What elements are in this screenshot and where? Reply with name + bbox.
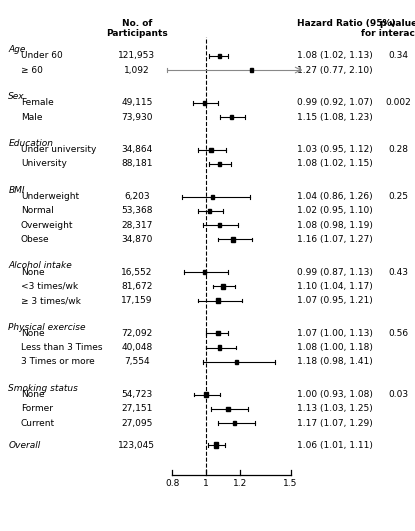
Text: None: None bbox=[21, 329, 44, 338]
Text: Less than 3 Times: Less than 3 Times bbox=[21, 343, 102, 352]
Text: 53,368: 53,368 bbox=[121, 207, 153, 216]
Text: 0.56: 0.56 bbox=[388, 329, 408, 338]
Text: 40,048: 40,048 bbox=[121, 343, 153, 352]
Text: 1.13 (1.03, 1.25): 1.13 (1.03, 1.25) bbox=[297, 404, 373, 413]
Text: 123,045: 123,045 bbox=[118, 441, 156, 450]
Text: 1.07 (1.00, 1.13): 1.07 (1.00, 1.13) bbox=[297, 329, 373, 338]
Text: 16,552: 16,552 bbox=[121, 268, 153, 277]
Text: <3 times/wk: <3 times/wk bbox=[21, 282, 78, 291]
Text: 1.16 (1.07, 1.27): 1.16 (1.07, 1.27) bbox=[297, 235, 373, 244]
Text: Physical exercise: Physical exercise bbox=[8, 323, 86, 332]
Text: 72,092: 72,092 bbox=[121, 329, 153, 338]
Text: 1.08 (1.00, 1.18): 1.08 (1.00, 1.18) bbox=[297, 343, 373, 352]
Text: Former: Former bbox=[21, 404, 53, 413]
Text: 1.04 (0.86, 1.26): 1.04 (0.86, 1.26) bbox=[297, 192, 372, 201]
Text: BMI: BMI bbox=[8, 186, 25, 195]
Text: 1,092: 1,092 bbox=[124, 65, 150, 74]
Text: Sex: Sex bbox=[8, 92, 25, 101]
Text: 27,095: 27,095 bbox=[121, 418, 153, 427]
Text: 0.8: 0.8 bbox=[165, 479, 179, 489]
Text: 1: 1 bbox=[203, 479, 209, 489]
Text: 28,317: 28,317 bbox=[121, 221, 153, 230]
Text: Current: Current bbox=[21, 418, 55, 427]
Text: Male: Male bbox=[21, 113, 42, 122]
Text: 1.18 (0.98, 1.41): 1.18 (0.98, 1.41) bbox=[297, 357, 373, 366]
Text: Under university: Under university bbox=[21, 145, 96, 154]
Text: 0.002: 0.002 bbox=[386, 98, 411, 107]
Text: 88,181: 88,181 bbox=[121, 159, 153, 168]
Text: 0.25: 0.25 bbox=[388, 192, 408, 201]
Text: 1.02 (0.95, 1.10): 1.02 (0.95, 1.10) bbox=[297, 207, 373, 216]
Text: 1.27 (0.77, 2.10): 1.27 (0.77, 2.10) bbox=[297, 65, 372, 74]
Text: 1.03 (0.95, 1.12): 1.03 (0.95, 1.12) bbox=[297, 145, 373, 154]
Text: 1.2: 1.2 bbox=[233, 479, 247, 489]
Text: No. of
Participants: No. of Participants bbox=[106, 19, 168, 38]
Text: 121,953: 121,953 bbox=[118, 52, 156, 61]
Text: 1.15 (1.08, 1.23): 1.15 (1.08, 1.23) bbox=[297, 113, 373, 122]
Text: 0.99 (0.87, 1.13): 0.99 (0.87, 1.13) bbox=[297, 268, 373, 277]
Text: Smoking status: Smoking status bbox=[8, 384, 78, 393]
Text: 1.00 (0.93, 1.08): 1.00 (0.93, 1.08) bbox=[297, 390, 373, 399]
Text: Normal: Normal bbox=[21, 207, 54, 216]
Text: 1.08 (0.98, 1.19): 1.08 (0.98, 1.19) bbox=[297, 221, 373, 230]
Text: 0.03: 0.03 bbox=[388, 390, 408, 399]
Text: 3 Times or more: 3 Times or more bbox=[21, 357, 95, 366]
Text: 1.17 (1.07, 1.29): 1.17 (1.07, 1.29) bbox=[297, 418, 373, 427]
Text: 1.10 (1.04, 1.17): 1.10 (1.04, 1.17) bbox=[297, 282, 373, 291]
Text: 0.43: 0.43 bbox=[388, 268, 408, 277]
Text: 17,159: 17,159 bbox=[121, 296, 153, 305]
Text: Alcohol intake: Alcohol intake bbox=[8, 261, 72, 270]
Text: Education: Education bbox=[8, 139, 53, 148]
Text: 1.5: 1.5 bbox=[283, 479, 298, 489]
Text: 0.34: 0.34 bbox=[388, 52, 408, 61]
Text: Overweight: Overweight bbox=[21, 221, 73, 230]
Text: ≥ 60: ≥ 60 bbox=[21, 65, 43, 74]
Text: 34,864: 34,864 bbox=[121, 145, 153, 154]
Text: Under 60: Under 60 bbox=[21, 52, 63, 61]
Text: 1.08 (1.02, 1.13): 1.08 (1.02, 1.13) bbox=[297, 52, 373, 61]
Text: 73,930: 73,930 bbox=[121, 113, 153, 122]
Text: 0.99 (0.92, 1.07): 0.99 (0.92, 1.07) bbox=[297, 98, 373, 107]
Text: 6,203: 6,203 bbox=[124, 192, 150, 201]
Text: 27,151: 27,151 bbox=[121, 404, 153, 413]
Text: 49,115: 49,115 bbox=[121, 98, 153, 107]
Text: 34,870: 34,870 bbox=[121, 235, 153, 244]
Text: 0.28: 0.28 bbox=[388, 145, 408, 154]
Text: None: None bbox=[21, 390, 44, 399]
Text: Hazard Ratio (95%): Hazard Ratio (95%) bbox=[297, 19, 395, 28]
Text: 81,672: 81,672 bbox=[121, 282, 153, 291]
Text: Overall: Overall bbox=[8, 441, 41, 450]
Text: 1.06 (1.01, 1.11): 1.06 (1.01, 1.11) bbox=[297, 441, 373, 450]
Text: 1.08 (1.02, 1.15): 1.08 (1.02, 1.15) bbox=[297, 159, 373, 168]
Text: Underweight: Underweight bbox=[21, 192, 79, 201]
Text: 1.07 (0.95, 1.21): 1.07 (0.95, 1.21) bbox=[297, 296, 373, 305]
Text: University: University bbox=[21, 159, 67, 168]
Text: ≥ 3 times/wk: ≥ 3 times/wk bbox=[21, 296, 81, 305]
Text: None: None bbox=[21, 268, 44, 277]
Text: Obese: Obese bbox=[21, 235, 49, 244]
Text: Female: Female bbox=[21, 98, 54, 107]
Text: p value
for interaction: p value for interaction bbox=[361, 19, 415, 38]
Text: 7,554: 7,554 bbox=[124, 357, 150, 366]
Text: Age: Age bbox=[8, 45, 26, 54]
Text: 54,723: 54,723 bbox=[121, 390, 153, 399]
